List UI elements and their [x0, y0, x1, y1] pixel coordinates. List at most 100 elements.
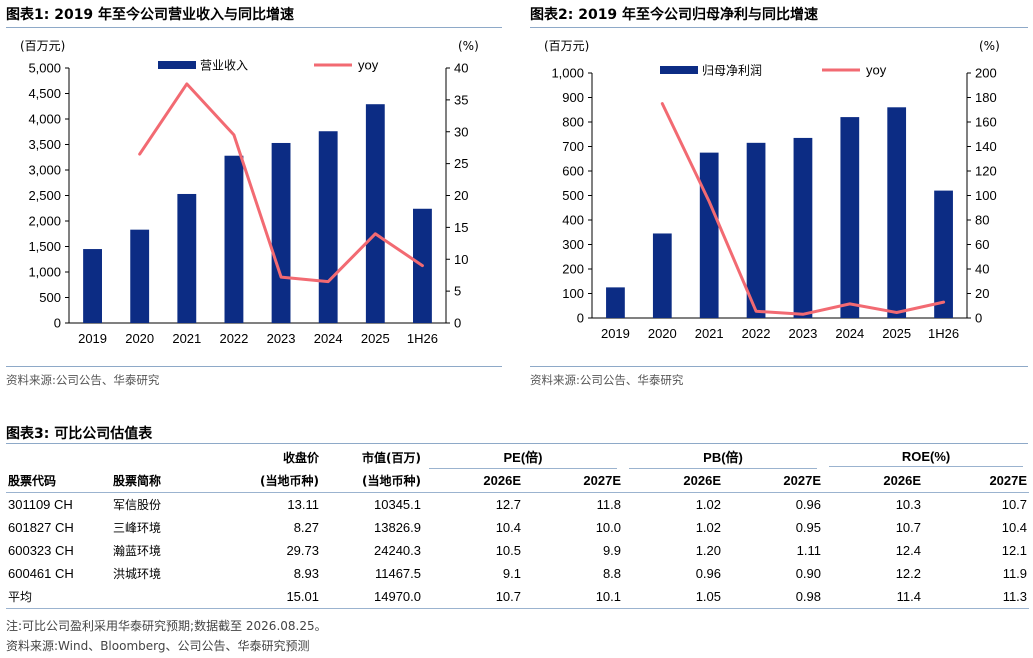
bar [746, 142, 766, 318]
table-row: 301109 CH 军信股份 13.11 10345.1 12.7 11.8 1… [6, 493, 1029, 517]
table-header-row-2: 股票代码 股票简称 (当地币种) (当地币种) 2026E 2027E 2026… [6, 469, 1030, 493]
left-tick-label: 1,000 [551, 66, 584, 81]
legend-bar-swatch [660, 66, 698, 74]
figure1-source: 资料来源:公司公告、华泰研究 [6, 373, 160, 387]
right-tick-label: 60 [975, 237, 989, 252]
left-tick-label: 500 [562, 188, 584, 203]
bar [365, 104, 385, 324]
right-tick-label: 40 [975, 262, 989, 277]
cell-pb-2027e: 0.90 [795, 566, 822, 581]
header-name: 股票简称 [111, 469, 221, 493]
header-close-unit: (当地币种) [221, 469, 321, 493]
cell-pe-2026e: 10.4 [495, 520, 521, 535]
bar [271, 142, 291, 323]
header-code: 股票代码 [6, 469, 111, 493]
left-tick-label: 2,000 [28, 214, 61, 229]
cell-roe-2026e: 12.4 [895, 543, 922, 558]
right-tick-label: 15 [454, 220, 468, 235]
cell-roe-2026e: 12.2 [895, 566, 922, 581]
right-tick-label: 0 [454, 316, 461, 331]
table3-top-rule [6, 443, 1028, 444]
right-tick-label: 120 [975, 164, 997, 179]
cell-name: 三峰环境 [113, 521, 162, 535]
x-tick-label: 2025 [361, 331, 390, 346]
legend-line-label: yoy [866, 63, 887, 78]
bar [793, 137, 813, 318]
right-tick-label: 35 [454, 92, 468, 107]
cell-pb-2026e: 1.02 [695, 520, 722, 535]
bar [887, 107, 907, 318]
left-tick-label: 300 [562, 237, 584, 252]
left-tick-label: 600 [562, 164, 584, 179]
table-row: 601827 CH 三峰环境 8.27 13826.9 10.4 10.0 1.… [6, 516, 1029, 539]
x-tick-label: 2021 [695, 326, 724, 341]
cell-mktcap: 10345.1 [374, 497, 421, 512]
cell-roe-2027e: 12.1 [1001, 543, 1028, 558]
left-tick-label: 0 [577, 311, 584, 326]
figure1-bottom-rule [6, 366, 502, 367]
cell-pe-2027e: 11.8 [596, 497, 622, 512]
x-tick-label: 2019 [601, 326, 630, 341]
cell-code: 600461 CH [8, 566, 74, 581]
cell-mktcap: 13826.9 [374, 520, 421, 535]
average-roe-2026e: 11.4 [823, 585, 924, 609]
x-tick-label: 2024 [835, 326, 864, 341]
left-tick-label: 4,500 [28, 86, 61, 101]
cell-pb-2027e: 0.96 [795, 497, 822, 512]
bar [934, 190, 953, 318]
figure2-bottom-rule [530, 366, 1028, 367]
left-axis-unit: (百万元) [20, 39, 65, 53]
x-tick-label: 2019 [78, 331, 107, 346]
cell-pb-2026e: 1.02 [695, 497, 722, 512]
x-tick-label: 2021 [172, 331, 201, 346]
bar [652, 233, 672, 318]
table-row: 600323 CH 瀚蓝环境 29.73 24240.3 10.5 9.9 1.… [6, 539, 1029, 562]
figure2-chart-svg: (百万元) (%)01002003004005006007008009001,00… [544, 39, 1000, 341]
cell-close: 8.93 [293, 566, 319, 581]
average-label: 平均 [6, 585, 111, 609]
x-tick-label: 2024 [314, 331, 343, 346]
left-tick-label: 3,000 [28, 163, 61, 178]
header-roe-2027e: 2027E [923, 469, 1030, 493]
cell-roe-2026e: 10.3 [895, 497, 922, 512]
left-tick-label: 0 [54, 316, 61, 331]
left-tick-label: 100 [562, 286, 584, 301]
bar [699, 152, 719, 318]
x-tick-label: 1H26 [407, 331, 438, 346]
x-tick-label: 2023 [788, 326, 817, 341]
table-header-row-1: 收盘价 市值(百万) PE(倍) PB(倍) ROE(%) [6, 446, 1029, 469]
cell-pb-2026e: 0.96 [695, 566, 722, 581]
x-tick-label: 2022 [742, 326, 771, 341]
cell-roe-2027e: 10.7 [1001, 497, 1028, 512]
bar [83, 249, 102, 323]
left-tick-label: 3,500 [28, 137, 61, 152]
average-roe-2027e: 11.3 [923, 585, 1030, 609]
left-axis-unit: (百万元) [544, 39, 589, 53]
cell-code: 600323 CH [8, 543, 74, 558]
legend-bar-swatch [158, 61, 196, 69]
header-pb: PB(倍) [629, 447, 818, 469]
right-tick-label: 10 [454, 252, 468, 267]
left-tick-label: 5,000 [28, 61, 61, 76]
header-pe: PE(倍) [429, 447, 618, 469]
header-close: 收盘价 [282, 451, 319, 465]
right-tick-label: 25 [454, 156, 468, 171]
figure2-top-rule [530, 27, 1028, 28]
figure2-source: 资料来源:公司公告、华泰研究 [530, 373, 684, 387]
left-tick-label: 1,000 [28, 265, 61, 280]
average-mktcap: 14970.0 [321, 585, 423, 609]
left-tick-label: 700 [562, 139, 584, 154]
legend-bar-label: 归母净利润 [702, 64, 762, 78]
cell-pb-2026e: 1.20 [695, 543, 722, 558]
header-pe-group: PE(倍) [423, 446, 623, 469]
left-tick-label: 800 [562, 115, 584, 130]
cell-close: 29.73 [286, 543, 319, 558]
x-tick-label: 2023 [267, 331, 296, 346]
cell-code: 601827 CH [8, 520, 74, 535]
left-tick-label: 1,500 [28, 239, 61, 254]
average-pe-2026e: 10.7 [423, 585, 523, 609]
right-tick-label: 40 [454, 61, 468, 76]
cell-pe-2026e: 10.5 [495, 543, 521, 558]
header-pe-2027e: 2027E [523, 469, 624, 493]
right-tick-label: 200 [975, 66, 997, 81]
